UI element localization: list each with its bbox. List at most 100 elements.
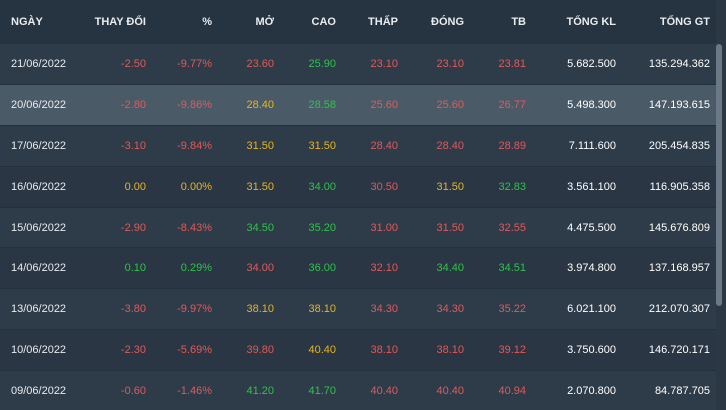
table-header: NGÀY THAY ĐỔI % MỞ CAO THẤP ĐÓNG TB TỔNG… <box>0 0 716 44</box>
header-average[interactable]: TB <box>470 0 532 44</box>
cell-date: 21/06/2022 <box>0 44 84 86</box>
cell-total-value: 146.720.171 <box>622 329 716 371</box>
cell-average: 34.51 <box>470 247 532 290</box>
cell-total-volume: 3.974.800 <box>532 247 622 290</box>
table-row[interactable]: 14/06/2022 0.10 0.29% 34.00 36.00 32.10 34.40 3… <box>0 247 716 290</box>
table-row[interactable]: 20/06/2022 -2.80 -9.86% 28.40 28.58 25.60 25.6… <box>0 84 716 127</box>
table-row[interactable]: 17/06/2022 -3.10 -9.84% 31.50 31.50 28.40 28.4… <box>0 125 716 167</box>
header-row: NGÀY THAY ĐỔI % MỞ CAO THẤP ĐÓNG TB TỔNG… <box>0 0 716 44</box>
cell-average: 23.81 <box>470 44 532 86</box>
cell-close: 25.60 <box>404 84 470 127</box>
cell-date: 10/06/2022 <box>0 329 84 371</box>
cell-low: 30.50 <box>342 166 404 208</box>
header-date[interactable]: NGÀY <box>0 0 84 44</box>
cell-percent: -9.77% <box>152 44 218 86</box>
cell-low: 25.60 <box>342 84 404 127</box>
cell-total-value: 116.905.358 <box>622 166 716 208</box>
cell-percent: -9.97% <box>152 288 218 331</box>
cell-percent: -8.43% <box>152 207 218 249</box>
table-row[interactable]: 21/06/2022 -2.50 -9.77% 23.60 25.90 23.10 23.1… <box>0 44 716 86</box>
cell-total-volume: 3.561.100 <box>532 166 622 208</box>
cell-close: 34.40 <box>404 247 470 290</box>
cell-high: 40.40 <box>280 329 342 371</box>
cell-date: 13/06/2022 <box>0 288 84 331</box>
cell-date: 15/06/2022 <box>0 207 84 249</box>
cell-open: 23.60 <box>218 44 280 86</box>
cell-change: -3.80 <box>84 288 152 331</box>
table-row[interactable]: 10/06/2022 -2.30 -5.69% 39.80 40.40 38.10 38.1… <box>0 329 716 371</box>
cell-high: 31.50 <box>280 125 342 167</box>
header-low[interactable]: THẤP <box>342 0 404 44</box>
header-total-value[interactable]: TỔNG GT <box>622 0 716 44</box>
header-percent[interactable]: % <box>152 0 218 44</box>
cell-high: 41.70 <box>280 370 342 410</box>
cell-low: 28.40 <box>342 125 404 167</box>
cell-date: 17/06/2022 <box>0 125 84 167</box>
cell-total-value: 147.193.615 <box>622 84 716 127</box>
cell-percent: -9.84% <box>152 125 218 167</box>
scrollbar-thumb[interactable] <box>716 44 722 306</box>
cell-open: 38.10 <box>218 288 280 331</box>
cell-low: 40.40 <box>342 370 404 410</box>
cell-average: 32.83 <box>470 166 532 208</box>
cell-total-volume: 7.111.600 <box>532 125 622 167</box>
cell-open: 28.40 <box>218 84 280 127</box>
table-body: 21/06/2022 -2.50 -9.77% 23.60 25.90 23.10 23.1… <box>0 44 716 410</box>
cell-total-value: 212.070.307 <box>622 288 716 331</box>
cell-close: 38.10 <box>404 329 470 371</box>
cell-percent: -5.69% <box>152 329 218 371</box>
cell-percent: 0.29% <box>152 247 218 290</box>
cell-date: 09/06/2022 <box>0 370 84 410</box>
table-row[interactable]: 15/06/2022 -2.90 -8.43% 34.50 35.20 31.00 31.5… <box>0 207 716 249</box>
cell-total-volume: 4.475.500 <box>532 207 622 249</box>
cell-close: 28.40 <box>404 125 470 167</box>
cell-total-volume: 6.021.100 <box>532 288 622 331</box>
cell-percent: -9.86% <box>152 84 218 127</box>
cell-total-volume: 3.750.600 <box>532 329 622 371</box>
cell-percent: -1.46% <box>152 370 218 410</box>
vertical-scrollbar[interactable] <box>716 44 722 410</box>
cell-high: 38.10 <box>280 288 342 331</box>
cell-high: 34.00 <box>280 166 342 208</box>
cell-change: -0.60 <box>84 370 152 410</box>
cell-change: 0.10 <box>84 247 152 290</box>
cell-date: 14/06/2022 <box>0 247 84 290</box>
cell-close: 31.50 <box>404 166 470 208</box>
cell-total-value: 137.168.957 <box>622 247 716 290</box>
cell-percent: 0.00% <box>152 166 218 208</box>
cell-total-value: 205.454.835 <box>622 125 716 167</box>
cell-average: 26.77 <box>470 84 532 127</box>
cell-average: 28.89 <box>470 125 532 167</box>
cell-total-value: 84.787.705 <box>622 370 716 410</box>
cell-open: 39.80 <box>218 329 280 371</box>
cell-high: 28.58 <box>280 84 342 127</box>
cell-low: 31.00 <box>342 207 404 249</box>
cell-total-volume: 5.682.500 <box>532 44 622 86</box>
header-total-volume[interactable]: TỔNG KL <box>532 0 622 44</box>
header-close[interactable]: ĐÓNG <box>404 0 470 44</box>
cell-change: -2.90 <box>84 207 152 249</box>
table-row[interactable]: 09/06/2022 -0.60 -1.46% 41.20 41.70 40.40 40.4… <box>0 370 716 410</box>
cell-low: 38.10 <box>342 329 404 371</box>
table-row[interactable]: 16/06/2022 0.00 0.00% 31.50 34.00 30.50 31.50 3… <box>0 166 716 208</box>
header-open[interactable]: MỞ <box>218 0 280 44</box>
cell-close: 34.30 <box>404 288 470 331</box>
header-high[interactable]: CAO <box>280 0 342 44</box>
cell-total-volume: 5.498.300 <box>532 84 622 127</box>
cell-date: 16/06/2022 <box>0 166 84 208</box>
cell-date: 20/06/2022 <box>0 84 84 127</box>
cell-low: 34.30 <box>342 288 404 331</box>
cell-close: 23.10 <box>404 44 470 86</box>
cell-close: 40.40 <box>404 370 470 410</box>
table-row[interactable]: 13/06/2022 -3.80 -9.97% 38.10 38.10 34.30 34.3… <box>0 288 716 331</box>
cell-total-value: 145.676.809 <box>622 207 716 249</box>
cell-average: 32.55 <box>470 207 532 249</box>
cell-high: 25.90 <box>280 44 342 86</box>
header-change[interactable]: THAY ĐỔI <box>84 0 152 44</box>
cell-average: 39.12 <box>470 329 532 371</box>
cell-open: 34.00 <box>218 247 280 290</box>
cell-open: 31.50 <box>218 166 280 208</box>
cell-total-volume: 2.070.800 <box>532 370 622 410</box>
